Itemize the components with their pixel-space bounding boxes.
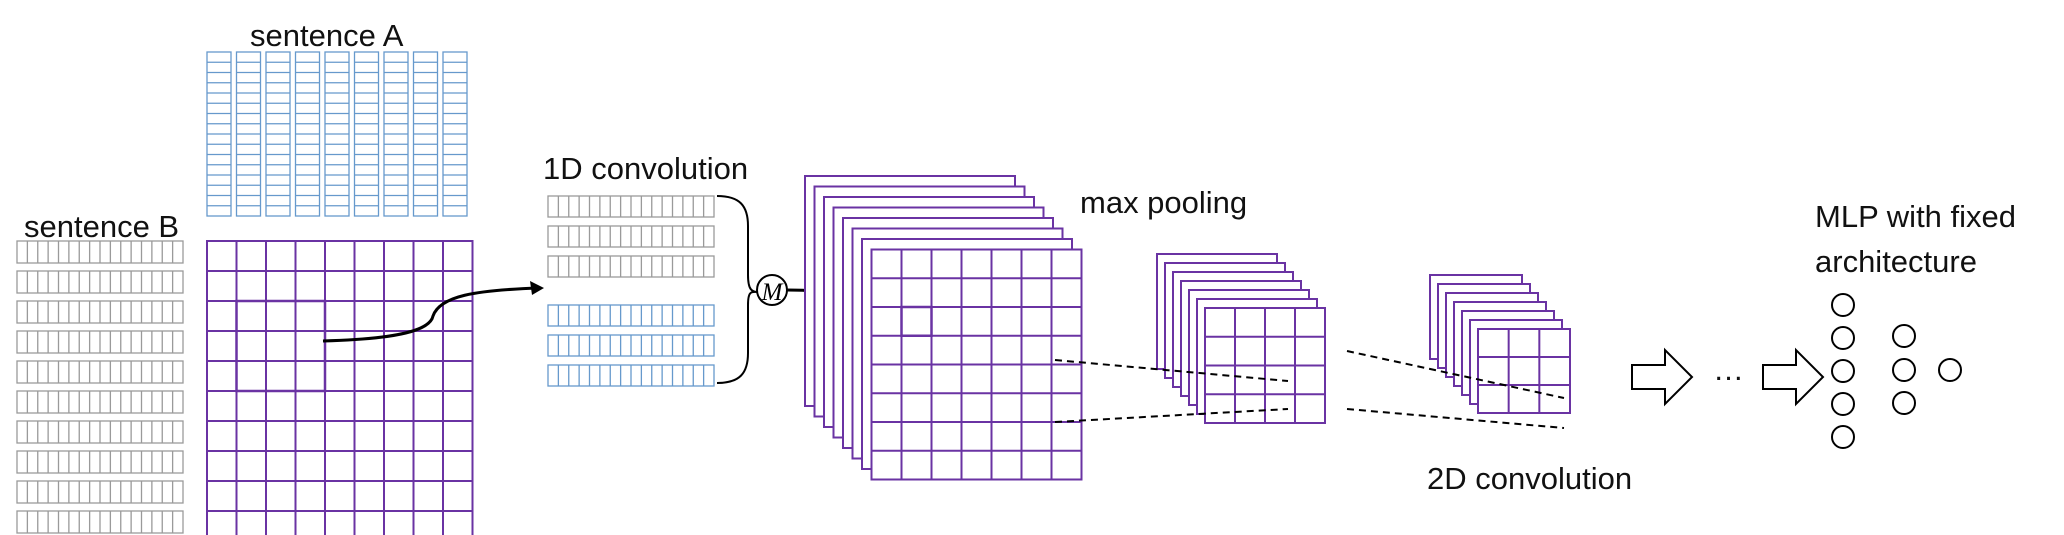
mlp-neuron-layer1 xyxy=(1831,293,1855,317)
matching-operator: M xyxy=(756,274,788,306)
mlp-neuron-layer2 xyxy=(1892,391,1916,415)
mlp-neuron-layer2 xyxy=(1892,358,1916,382)
sentence-a-label: sentence A xyxy=(250,18,404,53)
pooled-map-stack xyxy=(1156,253,1326,424)
conv2d-label: 2D convolution xyxy=(1427,461,1632,496)
grid-to-conv1d-arrowhead xyxy=(530,281,544,295)
sentence-b-label: sentence B xyxy=(24,209,179,244)
mlp-neurons xyxy=(1831,293,1962,449)
conv1d-feature-maps-b xyxy=(547,195,715,278)
mlp-neuron-layer1 xyxy=(1831,359,1855,383)
conv2d-map-stack xyxy=(1429,274,1571,414)
block-arrow-2 xyxy=(1762,347,1825,407)
conv2d-projection-top xyxy=(1346,350,1565,399)
block-arrow-1 xyxy=(1631,347,1694,407)
matching-symbol: M xyxy=(761,279,784,306)
mlp-neuron-layer1 xyxy=(1831,392,1855,416)
grid-to-conv1d-arrow xyxy=(322,286,541,343)
interaction-grid-border xyxy=(206,240,474,535)
conv2d-front-map-border xyxy=(1477,328,1571,414)
merge-brace xyxy=(716,195,759,384)
mlp-neuron-layer1 xyxy=(1831,326,1855,350)
mlp-label-line2: architecture xyxy=(1815,244,1977,279)
highlight-patch xyxy=(235,299,327,393)
mlp-label-line1: MLP with fixed xyxy=(1815,199,2016,234)
sentence-a-embeddings xyxy=(206,51,468,217)
conv2d-projection-bottom xyxy=(1346,408,1565,429)
mlp-neuron-layer2 xyxy=(1892,324,1916,348)
pool-projection-top xyxy=(1054,359,1289,382)
max-pooling-label: max pooling xyxy=(1080,185,1247,220)
ellipsis: … xyxy=(1713,352,1744,387)
conv1d-label: 1D convolution xyxy=(543,151,748,186)
interaction-matrix xyxy=(206,240,474,535)
pool-projection-bottom xyxy=(1054,408,1289,423)
conv1d-feature-maps-a xyxy=(547,304,715,387)
sentence-b-embeddings xyxy=(16,240,184,534)
projection-lines xyxy=(1054,350,1565,429)
mlp-neuron-output xyxy=(1938,358,1962,382)
feature-map-stack xyxy=(804,175,1083,481)
mlp-neuron-layer1 xyxy=(1831,425,1855,449)
conv-output-cell xyxy=(900,305,933,337)
